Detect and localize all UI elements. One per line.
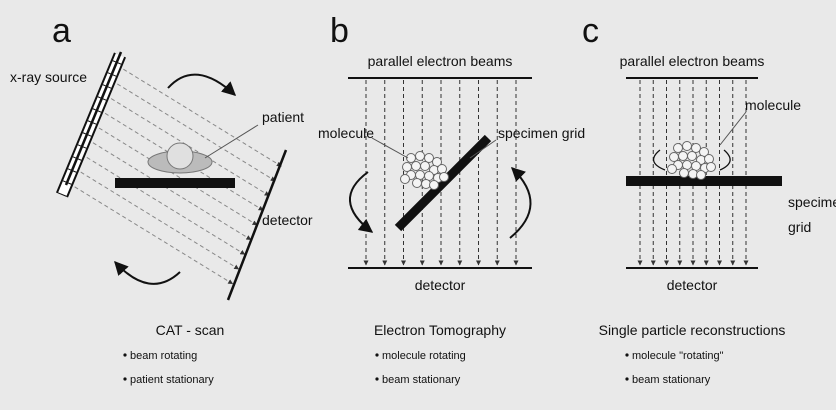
specimen-grid [394,134,492,232]
atom [420,161,430,171]
atom [691,143,701,153]
annotation: molecule [745,97,801,113]
leader [371,137,409,159]
atom [687,151,697,161]
rotation-arrow [167,73,237,96]
molecule [667,141,716,180]
panel-label: c [582,12,599,50]
atom [412,178,422,188]
x-ray [98,127,258,226]
leader [719,111,747,146]
x-ray [117,83,276,182]
annotation: x-ray source [10,69,87,85]
annotation: specimen [788,194,836,210]
atom [678,151,688,161]
atom [439,172,449,182]
atom [679,168,689,178]
annotation: detector [262,212,313,228]
atom [673,143,683,153]
annotation: detector [667,277,718,293]
rotation-arrow [114,260,181,285]
detector [226,149,288,301]
annotation: specimen grid [498,125,585,141]
x-rays [74,68,282,285]
caption-bullet: beam stationary [382,374,461,386]
annotation: patient [262,109,304,125]
bullet-dot [375,377,379,381]
caption-bullet: molecule "rotating" [632,350,724,362]
annotation: parallel electron beams [368,53,513,69]
table [115,178,235,188]
leader [469,139,497,159]
caption-bullet: beam rotating [130,350,197,362]
x-ray [123,68,282,167]
x-ray [86,156,246,255]
leader [204,124,259,159]
atom [415,151,425,161]
atom [706,162,716,172]
rotation-arrow [509,167,532,239]
annotation: grid [788,219,811,235]
bullet-dot [625,353,629,357]
rotation-arrow [719,149,731,171]
atom [411,161,421,171]
annotation: detector [415,277,466,293]
molecule [400,151,449,190]
patient-head [166,142,194,170]
bullet-dot [625,377,629,381]
caption-bullet: beam stationary [632,374,711,386]
x-ray [110,98,270,197]
atom [696,170,706,180]
bullet-dot [123,377,127,381]
caption-title: CAT - scan [156,322,225,338]
panel-label: a [52,12,71,50]
panel-label: b [330,12,349,50]
bullet-dot [123,353,127,357]
panel-a: a x-ray source patient detector CAT - sc… [10,12,313,386]
specimen-grid [626,176,782,186]
caption-title: Electron Tomography [374,322,506,338]
caption-title: Single particle reconstructions [599,322,786,338]
bullet-dot [375,353,379,357]
annotation: molecule [318,125,374,141]
atom [667,164,677,174]
panel-b: b parallel electron beams molecule speci… [318,12,585,386]
caption-bullet: molecule rotating [382,350,466,362]
panel-c: c parallel electron beams molecule speci… [582,12,836,386]
annotation: parallel electron beams [620,53,765,69]
atom [400,174,410,184]
x-ray [80,171,240,270]
rotation-arrow [349,171,374,233]
source-edge [64,51,123,186]
atom [682,141,692,151]
bullets [123,353,629,381]
caption-bullet: patient stationary [130,374,214,386]
atom [424,153,434,163]
rotation-arrow [653,149,666,171]
atom [429,180,439,190]
x-ray [74,186,234,285]
x-ray [92,142,252,241]
